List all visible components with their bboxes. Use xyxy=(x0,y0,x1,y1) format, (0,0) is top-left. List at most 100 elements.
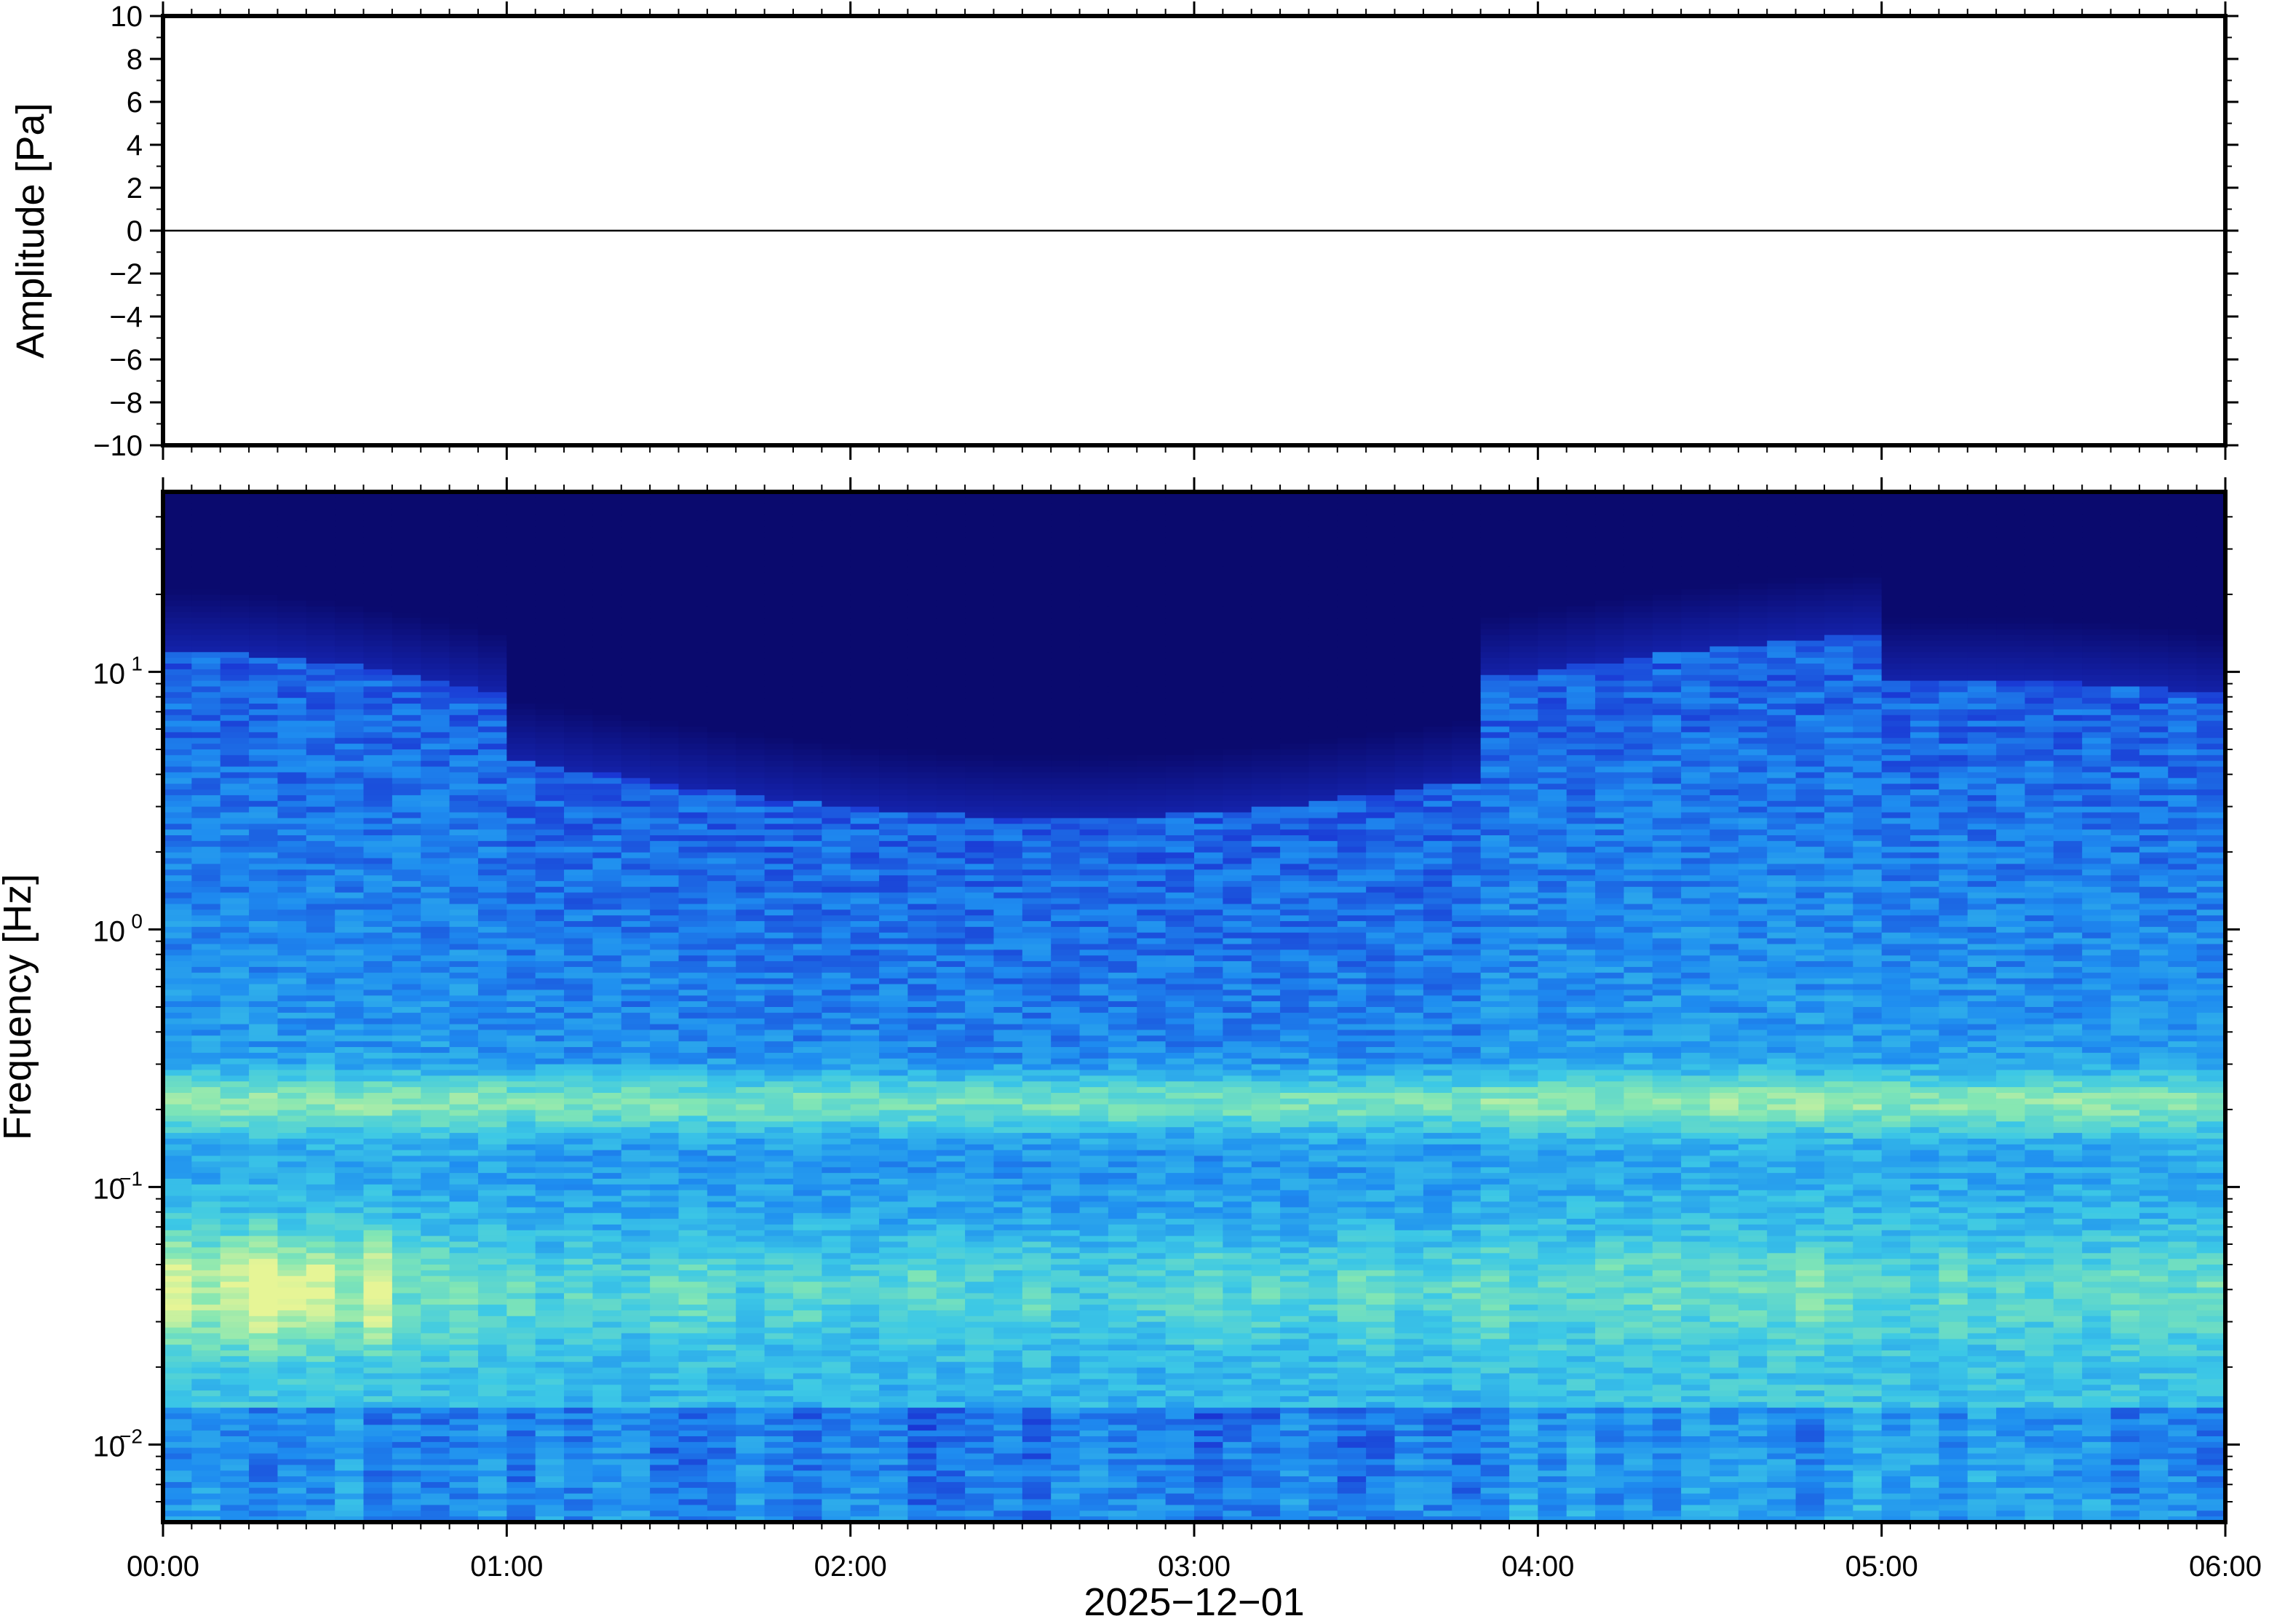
spectrogram-cell xyxy=(449,829,479,836)
spectrogram-cell xyxy=(306,915,335,922)
spectrogram-cell xyxy=(449,966,479,974)
spectrogram-cell xyxy=(707,858,737,865)
spectrogram-cell xyxy=(506,1138,536,1145)
spectrogram-cell xyxy=(335,800,365,808)
spectrogram-cell xyxy=(678,1201,708,1209)
spectrogram-cell xyxy=(792,829,823,836)
spectrogram-cell xyxy=(421,749,450,756)
spectrogram-cell xyxy=(335,1361,365,1369)
spectrogram-cell xyxy=(850,921,880,928)
spectrogram-cell xyxy=(792,1224,823,1231)
spectrogram-cell xyxy=(477,1373,508,1380)
spectrogram-cell xyxy=(621,904,651,911)
spectrogram-cell xyxy=(764,1265,794,1271)
spectrogram-cell xyxy=(535,709,565,716)
spectrogram-cell xyxy=(449,1430,479,1437)
spectrogram-cell xyxy=(707,812,737,819)
spectrogram-cell xyxy=(792,1413,823,1420)
spectrogram-cell xyxy=(792,1207,823,1214)
spectrogram-cell xyxy=(850,1224,880,1231)
spectrogram-cell xyxy=(850,549,880,556)
spectrogram-cell xyxy=(477,715,508,722)
spectrogram-cell xyxy=(477,1253,508,1259)
spectrogram-cell xyxy=(506,1315,536,1323)
spectrogram-cell xyxy=(850,1058,880,1065)
spectrogram-cell xyxy=(449,1310,479,1317)
spectrogram-cell xyxy=(191,720,221,728)
spectrogram-cell xyxy=(592,715,622,722)
spectrogram-cell xyxy=(392,1064,422,1071)
spectrogram-cell xyxy=(421,875,450,882)
spectrogram-cell xyxy=(191,1367,221,1374)
spectrogram-cell xyxy=(650,1075,680,1083)
spectrogram-cell xyxy=(907,732,937,739)
spectrogram-cell xyxy=(564,1470,594,1477)
spectrogram-cell xyxy=(879,1047,909,1054)
spectrogram-cell xyxy=(277,824,307,830)
spectrogram-cell xyxy=(736,606,766,613)
spectrogram-cell xyxy=(306,1184,335,1191)
spectrogram-cell xyxy=(249,1024,279,1031)
spectrogram-cell xyxy=(421,800,450,808)
spectrogram-cell xyxy=(707,1413,737,1420)
spectrogram-cell xyxy=(477,990,508,997)
spectrogram-cell xyxy=(678,578,708,584)
spectrogram-cell xyxy=(506,674,536,682)
spectrogram-cell xyxy=(678,1035,708,1042)
spectrogram-cell xyxy=(736,680,766,688)
spectrogram-cell xyxy=(191,909,221,916)
spectrogram-cell xyxy=(907,898,937,905)
spectrogram-cell xyxy=(421,1453,450,1460)
spectrogram-cell xyxy=(191,634,221,642)
spectrogram-cell xyxy=(678,1195,708,1203)
spectrogram-cell xyxy=(792,1367,823,1374)
spectrogram-cell xyxy=(678,1024,708,1031)
spectrogram-cell xyxy=(163,944,193,951)
spectrogram-cell xyxy=(163,852,193,859)
spectrogram-cell xyxy=(822,1070,851,1077)
spectrogram-cell xyxy=(678,1401,708,1409)
spectrogram-cell xyxy=(506,1093,536,1099)
spectrogram-cell xyxy=(392,1201,422,1209)
spectrogram-cell xyxy=(277,852,307,859)
spectrogram-cell xyxy=(421,543,450,550)
spectrogram-cell xyxy=(421,1481,450,1489)
spectrogram-cell xyxy=(191,1235,221,1243)
spectrogram-cell xyxy=(191,680,221,688)
spectrogram-cell xyxy=(249,1339,279,1345)
spectrogram-cell xyxy=(306,880,335,888)
spectrogram-cell xyxy=(907,618,937,624)
spectrogram-cell xyxy=(249,738,279,744)
spectrogram-cell xyxy=(363,772,393,779)
spectrogram-cell xyxy=(421,1144,450,1151)
spectrogram-cell xyxy=(707,560,737,568)
spectrogram-cell xyxy=(792,1499,823,1506)
spectrogram-cell xyxy=(477,1219,508,1225)
spectrogram-cell xyxy=(764,1047,794,1054)
spectrogram-cell xyxy=(736,738,766,744)
spectrogram-cell xyxy=(792,778,823,784)
spectrogram-cell xyxy=(306,1275,335,1283)
spectrogram-cell xyxy=(792,738,823,744)
spectrogram-cell xyxy=(506,938,536,945)
spectrogram-cell xyxy=(650,560,680,568)
spectrogram-cell xyxy=(907,784,937,790)
spectrogram-cell xyxy=(564,1150,594,1157)
spectrogram-cell xyxy=(564,961,594,968)
spectrogram-cell xyxy=(421,1219,450,1225)
spectrogram-cell xyxy=(764,1213,794,1219)
spectrogram-cell xyxy=(335,1385,365,1391)
spectrogram-cell xyxy=(392,640,422,648)
spectrogram-cell xyxy=(535,669,565,676)
spectrogram-cell xyxy=(363,1030,393,1037)
spectrogram-cell xyxy=(650,1173,680,1179)
spectrogram-cell xyxy=(449,715,479,722)
spectrogram-cell xyxy=(822,1413,851,1420)
spectrogram-cell xyxy=(678,698,708,704)
spectrogram-cell xyxy=(792,1361,823,1369)
spectrogram-cell xyxy=(879,1253,909,1259)
spectrogram-cell xyxy=(191,1219,221,1225)
spectrogram-cell xyxy=(850,1041,880,1048)
spectrogram-cell xyxy=(421,858,450,865)
spectrogram-cell xyxy=(163,966,193,974)
